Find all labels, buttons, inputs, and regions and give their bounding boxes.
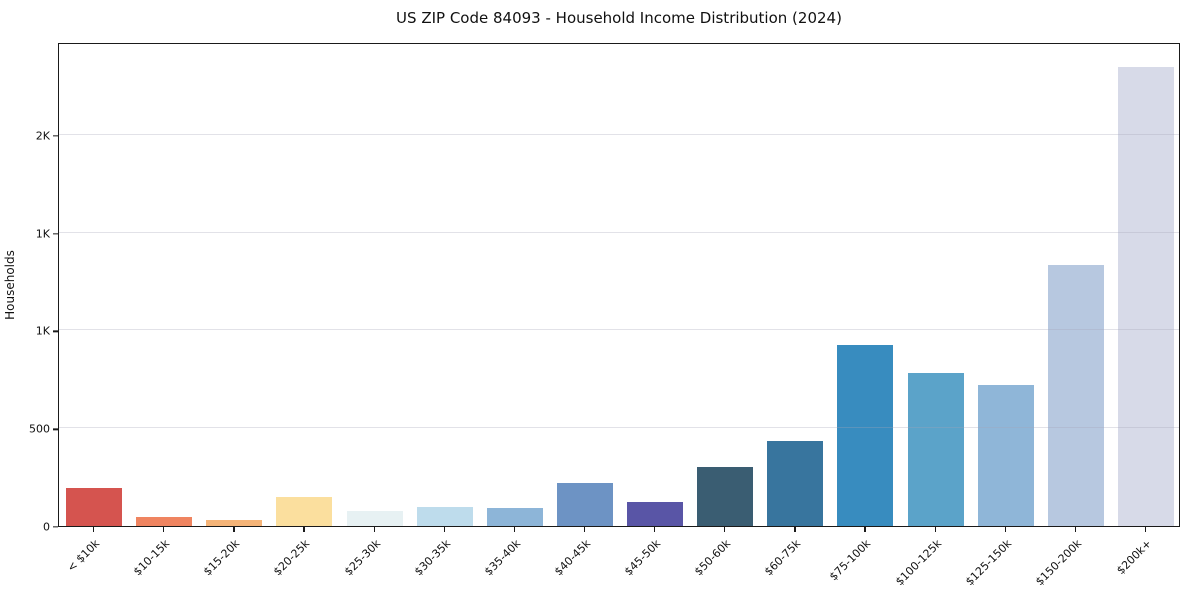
bar-$75-100k — [837, 344, 894, 526]
bar-slot — [760, 44, 830, 526]
bar-$150-200k — [1047, 264, 1104, 526]
y-axis-label: Households — [3, 250, 17, 320]
bar-$200k+ — [1117, 67, 1174, 526]
x-tick-mark — [233, 527, 235, 532]
bar-$30-35k — [416, 507, 473, 526]
y-tick-label: 500 — [29, 422, 50, 436]
x-tick-mark — [373, 527, 375, 532]
x-tick-mark — [583, 527, 586, 532]
y-tick-mark — [53, 135, 58, 137]
gridline-500 — [59, 427, 1179, 429]
bar-slot — [410, 44, 480, 526]
bar-$100-125k — [907, 373, 964, 526]
bar-$10-15k — [136, 516, 193, 526]
plot-area — [58, 43, 1180, 527]
x-tick-mark — [513, 527, 516, 532]
gridline-2K — [59, 133, 1179, 135]
y-tick-mark — [53, 233, 58, 235]
bar-slot — [269, 44, 339, 526]
x-tick-mark — [1144, 527, 1147, 532]
x-tick-mark — [794, 527, 796, 532]
bar-slot — [480, 44, 550, 526]
y-tick-label: 2K — [35, 129, 50, 143]
x-tick-mark — [654, 527, 656, 532]
y-tick-label: 1K — [35, 324, 50, 338]
bar-slot — [620, 44, 690, 526]
bar-slot — [971, 44, 1041, 526]
bar-slot — [1041, 44, 1111, 526]
gridline-1K — [59, 329, 1179, 331]
bar-< $10k — [66, 487, 123, 526]
bar-$40-45k — [556, 482, 613, 526]
y-tick-mark — [53, 526, 58, 528]
bar-$20-25k — [276, 496, 333, 526]
x-tick-mark — [934, 527, 936, 532]
y-tick-mark — [53, 330, 58, 333]
bar-$25-30k — [346, 510, 403, 526]
bar-slot — [901, 44, 971, 526]
bar-slot — [830, 44, 900, 526]
bar-slot — [690, 44, 760, 526]
x-tick-mark — [163, 527, 165, 532]
x-tick-mark — [724, 527, 726, 532]
x-tick-label: < $10k — [64, 537, 103, 575]
bar-$125-150k — [977, 385, 1034, 526]
x-tick-mark — [303, 527, 305, 532]
bar-slot — [550, 44, 620, 526]
bar-$15-20k — [206, 519, 263, 526]
x-tick-mark — [93, 527, 95, 532]
gridline-1K — [59, 231, 1179, 233]
bar-$60-75k — [767, 440, 824, 526]
bar-slot — [340, 44, 410, 526]
bar-slot — [199, 44, 269, 526]
x-tick-mark — [864, 527, 866, 532]
x-tick-mark — [443, 527, 445, 532]
bar-slot — [1111, 44, 1181, 526]
x-tick-mark — [1004, 527, 1006, 532]
y-tick-label: 0 — [43, 520, 50, 534]
y-tick-label: 1K — [35, 227, 50, 241]
bar-slot — [59, 44, 129, 526]
x-tick-mark — [1074, 527, 1077, 532]
chart-title: US ZIP Code 84093 - Household Income Dis… — [396, 9, 842, 27]
y-tick-mark — [53, 428, 58, 430]
bar-$45-50k — [627, 501, 684, 526]
bar-$50-60k — [697, 467, 754, 526]
bar-slot — [129, 44, 199, 526]
bar-$35-40k — [486, 508, 543, 526]
